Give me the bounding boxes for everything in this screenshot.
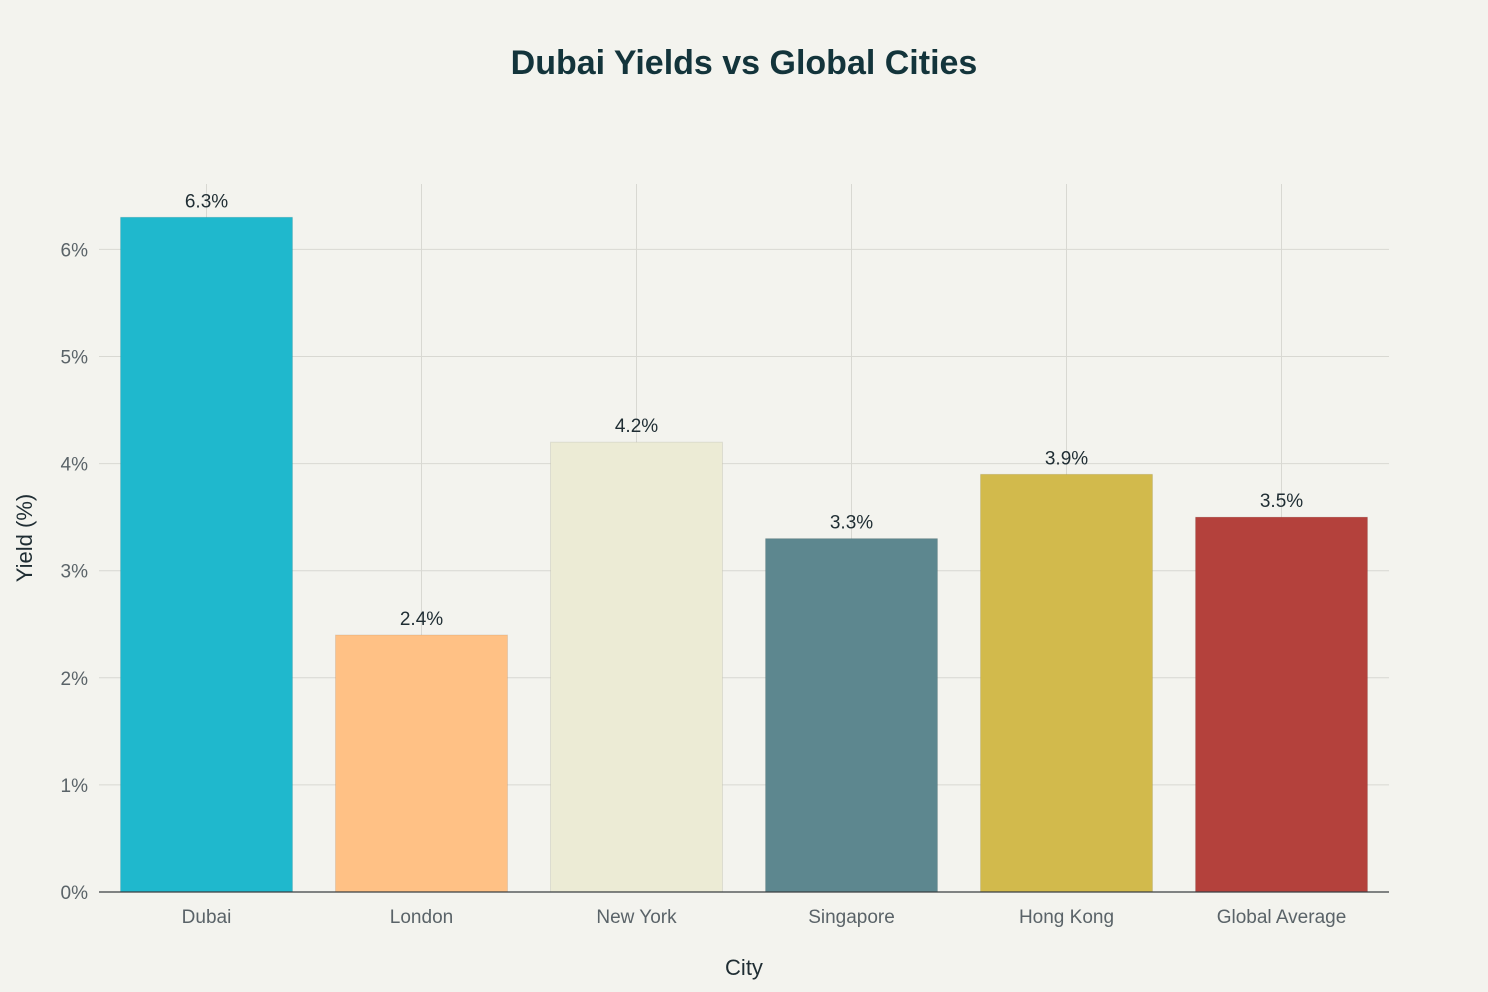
data-label: 2.4% — [400, 609, 443, 630]
x-tick-label: Dubai — [182, 907, 232, 928]
y-tick-label: 0% — [61, 883, 89, 904]
y-axis-title: Yield (%) — [12, 494, 37, 582]
data-label: 3.5% — [1260, 491, 1303, 512]
x-tick-label: London — [390, 907, 453, 928]
data-label: 3.9% — [1045, 448, 1088, 469]
data-label: 3.3% — [830, 513, 873, 534]
x-tick-label: New York — [596, 907, 677, 928]
bar-london[interactable] — [335, 634, 508, 893]
x-tick-label: Global Average — [1217, 907, 1347, 928]
chart-title: Dubai Yields vs Global Cities — [511, 44, 978, 82]
y-tick-label: 5% — [61, 348, 89, 369]
bar-global-average[interactable] — [1195, 516, 1368, 893]
labels-layer: 0% 1% 2% 3% 4% 5% 6% 6.3% Dubai 2.4% London 4.2% New… — [61, 191, 1347, 928]
bar-dubai[interactable] — [120, 216, 293, 893]
y-tick-label: 1% — [61, 776, 89, 797]
data-label: 6.3% — [185, 191, 228, 212]
data-label: 4.2% — [615, 416, 658, 437]
x-tick-label: Hong Kong — [1019, 907, 1114, 928]
x-axis-title: City — [725, 955, 763, 980]
y-tick-label: 3% — [61, 562, 89, 583]
y-tick-label: 6% — [61, 240, 89, 261]
bar-singapore[interactable] — [765, 538, 938, 893]
x-tick-label: Singapore — [808, 907, 895, 928]
y-tick-label: 2% — [61, 669, 89, 690]
y-tick-label: 4% — [61, 455, 89, 476]
bar-new-york[interactable] — [550, 441, 723, 893]
bar-hong-kong[interactable] — [980, 473, 1153, 893]
bars-layer — [120, 216, 1368, 893]
